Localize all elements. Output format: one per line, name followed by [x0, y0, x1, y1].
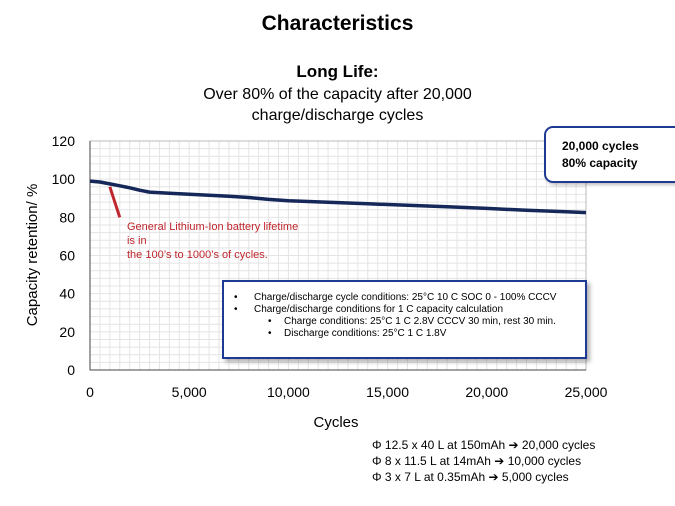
condition-item: • Charge/discharge conditions for 1 C cap… [234, 304, 504, 315]
y-tick-label: 0 [67, 362, 75, 378]
test-conditions-box: • Charge/discharge cycle conditions: 25°C… [222, 280, 587, 359]
x-tick-label: 0 [86, 384, 94, 400]
condition-subitem: • Discharge conditions: 25°C 1 C 1.8V [268, 328, 447, 339]
x-tick-label: 5,000 [172, 384, 207, 400]
slide-title: Characteristics [261, 12, 414, 35]
cell-note: Φ 12.5 x 40 L at 150mAh ➔ 20,000 cycles [372, 438, 596, 452]
x-tick-label: 25,000 [565, 384, 608, 400]
subtitle-line-2: charge/discharge cycles [251, 107, 424, 124]
callout-line-1: 20,000 cycles [562, 139, 639, 153]
y-tick-label: 80 [59, 209, 75, 225]
capacity-series-line [89, 179, 587, 215]
callout-line-2: 80% capacity [562, 156, 638, 170]
y-axis-label: Capacity retention/ % [24, 184, 41, 327]
y-tick-label: 120 [52, 133, 76, 149]
cell-note: Φ 8 x 11.5 L at 14mAh ➔ 10,000 cycles [372, 454, 582, 468]
cycles-callout: 20,000 cycles 80% capacity [544, 126, 675, 183]
x-axis-label: Cycles [313, 414, 358, 431]
y-tick-label: 60 [59, 248, 75, 264]
cell-notes: Φ 12.5 x 40 L at 150mAh ➔ 20,000 cycles … [372, 437, 595, 485]
y-tick-label: 20 [59, 324, 75, 340]
chart-axes: 0 20 40 60 80 100 120 0 5,000 10,000 15,000 20,000 2… [52, 133, 608, 400]
chart-series [89, 179, 587, 215]
x-tick-label: 15,000 [366, 384, 409, 400]
annotation-line-1: General Lithium-Ion battery lifetime is … [127, 221, 299, 247]
condition-item: • Charge/discharge cycle conditions: 25°C… [234, 292, 557, 303]
y-tick-label: 40 [59, 286, 75, 302]
lifetime-annotation: General Lithium-Ion battery lifetime is … [127, 220, 302, 262]
annotation-line-2: the 100’s to 1000’s of cycles. [127, 249, 268, 261]
cell-note: Φ 3 x 7 L at 0.35mAh ➔ 5,000 cycles [372, 470, 569, 484]
x-tick-label: 10,000 [267, 384, 310, 400]
subtitle-line-1: Over 80% of the capacity after 20,000 [203, 86, 472, 103]
annotation-pointer [108, 186, 122, 218]
condition-subitem: • Charge conditions: 25°C 1 C 2.8V CCCV 3… [268, 316, 556, 327]
headline: Long Life: [296, 62, 379, 81]
y-tick-label: 100 [52, 171, 76, 187]
x-tick-label: 20,000 [465, 384, 508, 400]
